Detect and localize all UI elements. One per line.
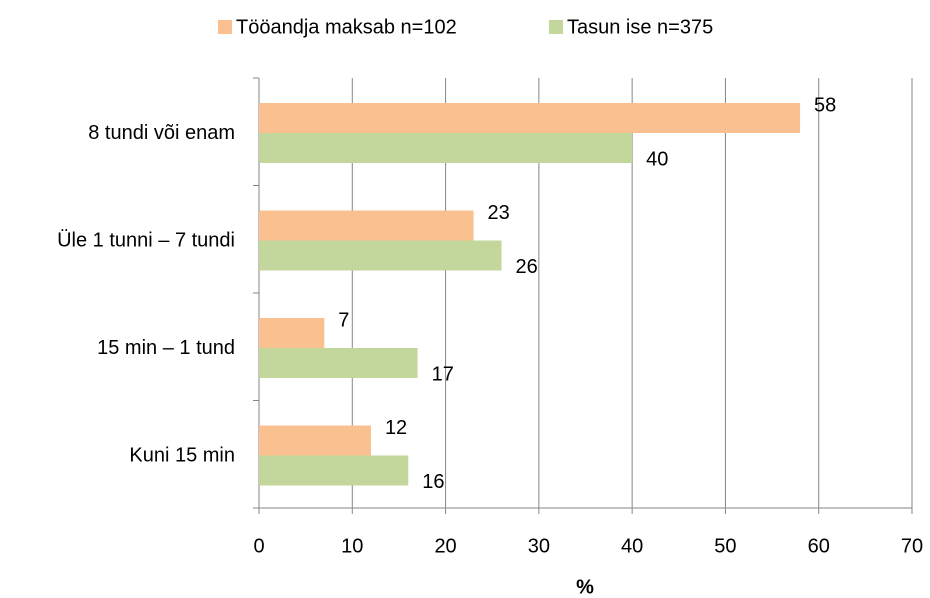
x-tick-label: 50 bbox=[714, 535, 736, 557]
bar bbox=[259, 455, 409, 486]
x-tick-label: 30 bbox=[528, 535, 550, 557]
x-tick-label: 60 bbox=[808, 535, 830, 557]
bar bbox=[259, 318, 325, 348]
bar bbox=[259, 210, 474, 241]
legend-swatch bbox=[218, 20, 232, 34]
data-label: 17 bbox=[432, 363, 454, 385]
data-label: 12 bbox=[385, 417, 407, 439]
y-tick-label: Üle 1 tunni – 7 tundi bbox=[57, 230, 235, 252]
legend-label: Tööandja maksab n=102 bbox=[236, 16, 457, 38]
bar bbox=[259, 425, 371, 456]
data-label: 16 bbox=[422, 471, 444, 493]
data-label: 7 bbox=[338, 309, 349, 331]
y-tick-label: Kuni 15 min bbox=[129, 445, 235, 467]
x-tick-label: 40 bbox=[621, 535, 643, 557]
data-label: 40 bbox=[646, 148, 668, 170]
x-tick-label: 20 bbox=[434, 535, 456, 557]
data-label: 26 bbox=[516, 256, 538, 278]
y-tick-label: 8 tundi või enam bbox=[88, 122, 235, 144]
bar bbox=[259, 240, 502, 271]
bar bbox=[259, 133, 633, 163]
x-tick-label: 0 bbox=[253, 535, 264, 557]
legend-swatch bbox=[549, 20, 563, 34]
bar bbox=[259, 348, 418, 378]
x-tick-label: 10 bbox=[341, 535, 363, 557]
y-tick-label: 15 min – 1 tund bbox=[97, 337, 235, 359]
data-label: 23 bbox=[488, 202, 510, 224]
data-label: 58 bbox=[814, 94, 836, 116]
x-axis-label: % bbox=[576, 576, 594, 598]
legend-label: Tasun ise n=375 bbox=[567, 16, 713, 38]
bar bbox=[259, 103, 801, 133]
x-tick-label: 70 bbox=[901, 535, 923, 557]
